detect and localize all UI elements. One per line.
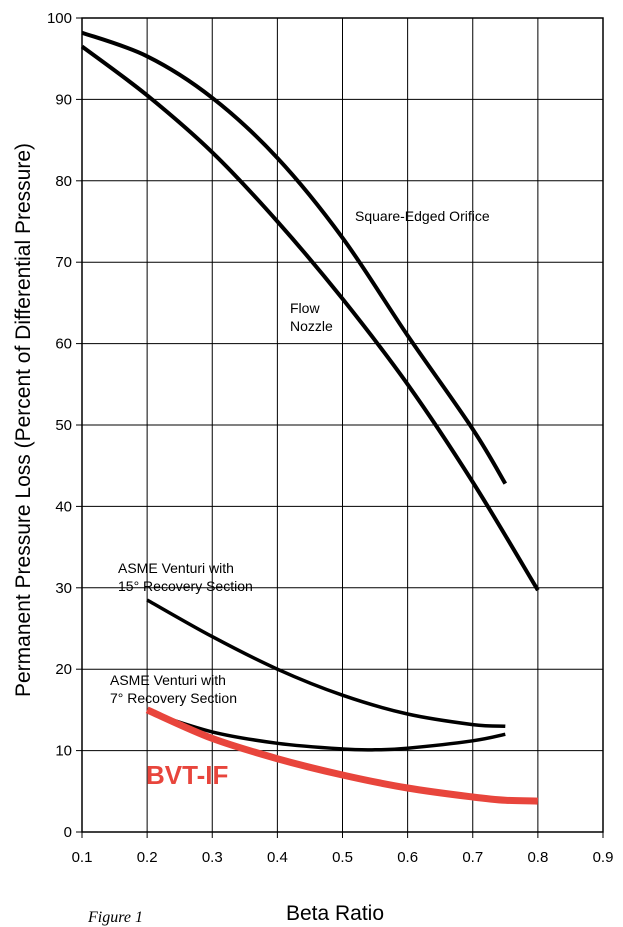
y-tick-label: 40 <box>55 498 72 515</box>
y-tick-label: 60 <box>55 336 72 353</box>
label-bvt-if: BVT-IF <box>146 760 228 790</box>
label-venturi-7: ASME Venturi with 7° Recovery Section <box>110 672 237 706</box>
y-tick-label: 100 <box>47 10 72 27</box>
y-tick-label: 0 <box>64 824 72 841</box>
plot-frame <box>81 17 604 833</box>
y-tick-label: 80 <box>55 173 72 190</box>
x-axis-title: Beta Ratio <box>286 902 384 925</box>
label-square-edged-orifice: Square-Edged Orifice <box>355 208 490 224</box>
square-edged-orifice-line <box>81 30 508 485</box>
x-tick-label: 0.1 <box>72 849 93 866</box>
venturi-7-line <box>146 709 506 752</box>
y-tick-label: 10 <box>55 743 72 760</box>
x-tick-label: 0.8 <box>527 849 548 866</box>
series-labels: Square-Edged Orifice Flow Nozzle ASME Ventu… <box>110 208 490 790</box>
x-tick-label: 0.6 <box>397 849 418 866</box>
x-tick-label: 0.3 <box>202 849 223 866</box>
figure-caption: Figure 1 <box>87 909 143 926</box>
x-tick-label: 0.5 <box>332 849 353 866</box>
label-venturi-15: ASME Venturi with 15° Recovery Section <box>118 560 253 594</box>
y-axis-title: Permanent Pressure Loss (Percent of Diff… <box>12 143 35 697</box>
series-layer <box>80 30 540 805</box>
x-tick-label: 0.7 <box>462 849 483 866</box>
y-tick-label: 30 <box>55 580 72 597</box>
x-tick-label: 0.4 <box>267 849 288 866</box>
bvt-if-line <box>145 706 539 805</box>
x-tick-label: 0.9 <box>593 849 614 866</box>
y-tick-label: 50 <box>55 417 72 434</box>
x-tick-label: 0.2 <box>137 849 158 866</box>
plot-border <box>81 17 604 833</box>
label-flow-nozzle: Flow Nozzle <box>290 300 333 334</box>
y-tick-label: 90 <box>55 91 72 108</box>
venturi-15-line <box>146 598 506 728</box>
y-tick-label: 20 <box>55 661 72 678</box>
y-tick-label: 70 <box>55 254 72 271</box>
tick-labels: 0.1 0.2 0.3 0.4 0.5 0.6 0.7 0.8 0.9 0 10 20 30 40 50 60… <box>47 10 613 866</box>
flow-nozzle-line <box>80 44 540 592</box>
